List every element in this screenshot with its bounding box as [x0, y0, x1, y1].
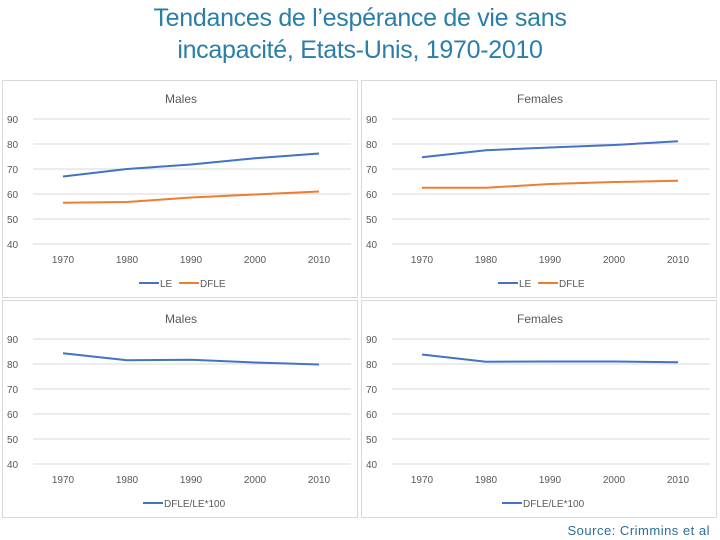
x-tick-label: 1970	[52, 255, 75, 266]
chart-females-ratio: Females 40 50 60 70 80 90 1970 1980 1990 2000 2010 D…	[361, 300, 717, 518]
x-tick-label: 1970	[411, 255, 434, 266]
legend-label: DFLE/LE*100	[523, 499, 585, 510]
y-tick-label: 50	[366, 435, 378, 446]
chart-title: Males	[165, 312, 197, 326]
x-tick-label: 1980	[116, 475, 139, 486]
x-tick-label: 1990	[180, 255, 203, 266]
y-tick-label: 90	[7, 115, 19, 126]
x-tick-label: 1990	[539, 255, 562, 266]
y-tick-label: 60	[366, 410, 378, 421]
series-line-dfle	[62, 190, 320, 204]
x-tick-label: 2000	[603, 475, 626, 486]
x-tick-label: 1990	[539, 475, 562, 486]
y-tick-label: 60	[7, 410, 19, 421]
legend-label: DFLE	[559, 279, 585, 290]
y-tick-label: 40	[7, 460, 19, 471]
y-tick-label: 70	[7, 385, 19, 396]
y-tick-label: 70	[7, 165, 19, 176]
series-line-dfle	[422, 179, 679, 189]
chart-title: Males	[165, 92, 197, 106]
y-tick-label: 40	[366, 460, 378, 471]
x-tick-label: 2000	[603, 255, 626, 266]
y-tick-label: 40	[366, 240, 378, 251]
y-tick-label: 50	[366, 215, 378, 226]
title-line-1: Tendances de l’espérance de vie sans	[153, 4, 567, 32]
y-tick-label: 70	[366, 165, 378, 176]
series-line-dfle-le-100	[421, 353, 679, 364]
chart-males-ratio: Males 40 50 60 70 80 90 1970 1980 1990 2000 2010 DFL…	[2, 300, 358, 518]
y-tick-label: 80	[366, 140, 378, 151]
chart-males-le-dfle: Males 40 50 60 70 80 90 1970 1980 1990 2000 2010 LE D…	[2, 80, 358, 298]
x-tick-label: 1990	[180, 475, 203, 486]
legend-label: LE	[519, 279, 532, 290]
y-tick-label: 50	[7, 215, 19, 226]
x-tick-label: 2010	[308, 255, 331, 266]
y-tick-label: 50	[7, 435, 19, 446]
x-tick-label: 2000	[244, 475, 267, 486]
series-line-le	[62, 152, 320, 178]
y-tick-label: 80	[366, 360, 378, 371]
x-tick-label: 1980	[116, 255, 139, 266]
x-tick-label: 2010	[667, 475, 690, 486]
y-tick-label: 60	[7, 190, 19, 201]
series-line-dfle-le-100	[62, 352, 320, 366]
x-tick-label: 2000	[244, 255, 267, 266]
y-tick-label: 70	[366, 385, 378, 396]
chart-title: Females	[517, 312, 563, 326]
chart-females-le-dfle: Females 40 50 60 70 80 90 1970 1980 1990 2000 2010 L…	[361, 80, 717, 298]
y-tick-label: 90	[366, 335, 378, 346]
x-tick-label: 1970	[52, 475, 75, 486]
legend-label: LE	[160, 279, 173, 290]
legend-label: DFLE/LE*100	[164, 499, 226, 510]
y-tick-label: 90	[366, 115, 378, 126]
y-tick-label: 40	[7, 240, 19, 251]
y-tick-label: 60	[366, 190, 378, 201]
x-tick-label: 1980	[475, 475, 498, 486]
y-tick-label: 80	[7, 360, 19, 371]
y-tick-label: 90	[7, 335, 19, 346]
x-tick-label: 1980	[475, 255, 498, 266]
title-line-2: incapacité, Etats-Unis, 1970-2010	[177, 36, 543, 64]
slide-title: Tendances de l’espérance de vie sans inc…	[0, 2, 720, 66]
legend-label: DFLE	[200, 279, 226, 290]
source-note: Source: Crimmins et al	[567, 523, 710, 538]
y-tick-label: 80	[7, 140, 19, 151]
chart-title: Females	[517, 92, 563, 106]
x-tick-label: 2010	[308, 475, 331, 486]
x-tick-label: 1970	[411, 475, 434, 486]
x-tick-label: 2010	[667, 255, 690, 266]
